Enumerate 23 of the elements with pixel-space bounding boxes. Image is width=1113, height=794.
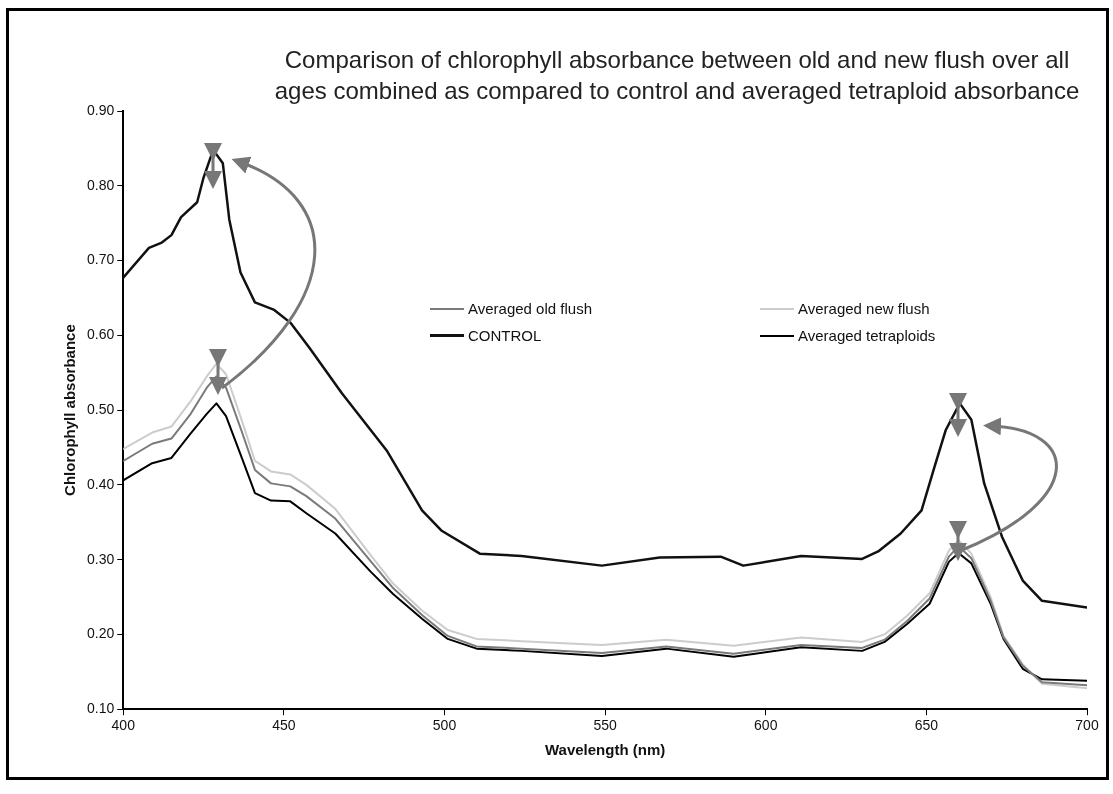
y-tick-label: 0.90 (87, 101, 115, 118)
legend-label: Averaged old flush (468, 300, 592, 317)
y-tick-label: 0.70 (87, 251, 115, 268)
x-tick-label: 650 (914, 717, 939, 734)
y-axis-title: Chlorophyll absorbance (61, 324, 79, 496)
y-tick-label: 0.60 (87, 326, 115, 343)
x-tick-label: 500 (432, 717, 457, 734)
x-tick-label: 600 (754, 717, 778, 734)
y-tick-label: 0.30 (87, 550, 115, 567)
chart-title: Comparison of chlorophyll absorbance between old and new flush over all ages combined as compared to control and averaged tetraploid absorbance (273, 45, 1081, 106)
x-axis-title: Wavelength (nm) (544, 741, 666, 759)
legend-label: Averaged tetraploids (798, 327, 936, 344)
x-tick-label: 450 (272, 717, 296, 734)
y-tick-label: 0.40 (87, 475, 115, 492)
x-tick-label: 400 (111, 717, 136, 734)
y-tick-label: 0.20 (87, 625, 115, 642)
legend-label: CONTROL (468, 327, 542, 344)
x-tick-label: 550 (593, 717, 618, 734)
y-tick-label: 0.10 (87, 700, 115, 717)
y-tick-label: 0.80 (87, 176, 115, 193)
y-tick-label: 0.50 (87, 400, 115, 417)
legend-label: Averaged new flush (798, 300, 930, 317)
x-tick-label: 700 (1075, 717, 1099, 734)
